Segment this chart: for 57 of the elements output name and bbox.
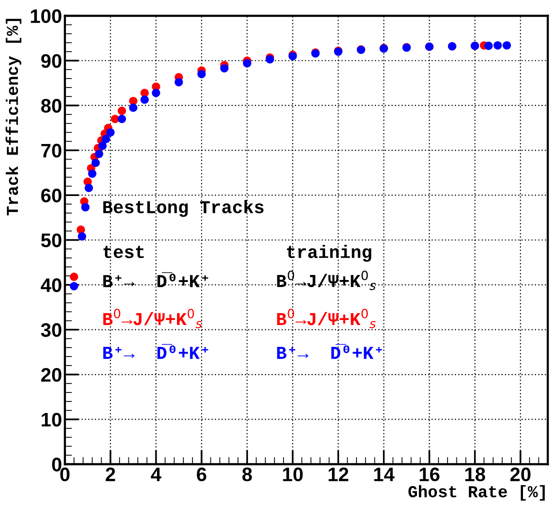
x-tick-label: 16 xyxy=(420,468,440,482)
x-axis-title: Ghost Rate [%] xyxy=(408,485,545,501)
y-tick-label: 10 xyxy=(42,412,62,427)
point xyxy=(242,59,252,68)
point xyxy=(98,142,107,150)
y-tick-label: 30 xyxy=(40,323,62,337)
x-tick-label: 20 xyxy=(510,468,530,482)
annotation: B⁺→ D̅⁰+K⁺ xyxy=(277,344,382,359)
point xyxy=(152,88,160,98)
annotation: B$^{0}$→J/Ψ+K$^{0}$$_{s}$ xyxy=(277,308,376,328)
point xyxy=(81,203,90,212)
point xyxy=(484,42,493,50)
annotation: training xyxy=(287,244,372,262)
y-tick-label: 100 xyxy=(30,9,62,24)
point xyxy=(494,41,502,50)
y-tick-label: 80 xyxy=(41,98,62,113)
annotation: B⁺→ D̅⁰+K⁺ xyxy=(103,272,208,288)
annotation: BestLong Tracks xyxy=(103,200,264,217)
point xyxy=(197,70,206,78)
y-tick-label: 0 xyxy=(52,458,62,472)
y-tick-label: 20 xyxy=(41,368,62,382)
y-tick-label: 50 xyxy=(41,233,62,248)
point xyxy=(76,226,86,234)
point xyxy=(502,41,511,50)
point xyxy=(91,158,100,168)
x-tick-label: 14 xyxy=(374,468,395,482)
point xyxy=(118,106,126,116)
annotation: B$^{0}$→J/Ψ+K$^{0}$$_{s}$ xyxy=(277,270,376,290)
point xyxy=(174,78,183,86)
x-tick-label: 18 xyxy=(465,468,486,482)
x-tick-label: 12 xyxy=(328,468,348,482)
y-tick-label: 70 xyxy=(41,144,62,158)
x-tick-label: 2 xyxy=(106,468,116,482)
annotation: test xyxy=(104,246,144,258)
y-tick-label: 60 xyxy=(41,188,62,202)
point xyxy=(88,169,96,178)
x-tick-label: 4 xyxy=(150,468,162,482)
point xyxy=(140,95,149,104)
point xyxy=(78,232,86,241)
point xyxy=(129,104,138,112)
x-tick-label: 10 xyxy=(283,468,303,482)
point xyxy=(220,64,229,72)
annotation: B$^{0}$→J/Ψ+K$^{0}$$_{s}$ xyxy=(103,308,202,328)
x-tick-label: 0 xyxy=(60,468,70,482)
point xyxy=(70,272,78,281)
point xyxy=(102,134,110,144)
point xyxy=(70,282,78,290)
y-axis-title: Track Efficiency [%] xyxy=(6,18,22,216)
annotation: B⁺→ D̅⁰+K⁺ xyxy=(103,344,208,359)
point xyxy=(84,184,93,192)
y-tick-label: 40 xyxy=(40,278,62,292)
point xyxy=(94,150,104,158)
x-tick-label: 6 xyxy=(196,468,206,482)
point xyxy=(118,114,126,124)
point xyxy=(106,128,115,137)
y-tick-label: 90 xyxy=(41,54,62,68)
x-tick-label: 8 xyxy=(242,468,252,482)
